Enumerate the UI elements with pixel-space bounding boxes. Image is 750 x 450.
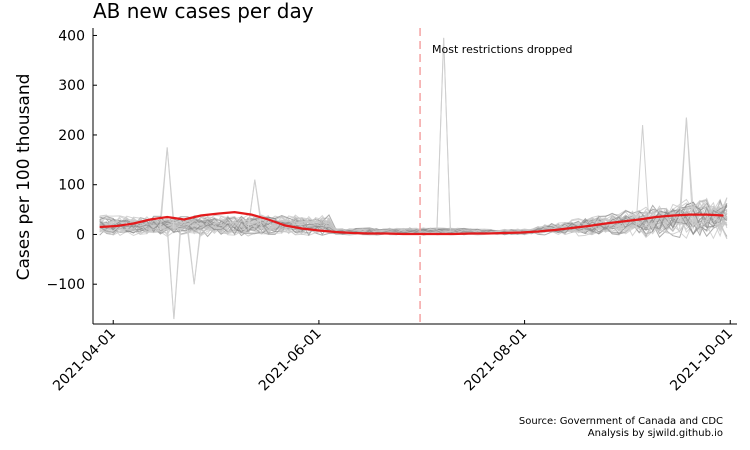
chart-title: AB new cases per day [93,0,314,23]
source-line-2: Analysis by sjwild.github.io [588,428,723,439]
background-series-line [99,210,727,235]
x-tick-label: 2021-10-01 [667,326,736,395]
y-tick-label: 300 [58,78,85,94]
x-tick-label: 2021-06-01 [256,326,325,395]
y-tick-label: 200 [58,128,85,144]
x-tick-label: 2021-08-01 [462,326,531,395]
source-line-1: Source: Government of Canada and CDC [519,416,723,427]
spike-line [635,124,650,230]
spike-line [186,229,202,285]
x-tick-label: 2021-04-01 [50,326,119,395]
spike-line [436,37,451,230]
annotation-group: Most restrictions dropped [419,28,573,324]
y-tick-label: 400 [58,28,85,44]
axes [92,28,737,325]
y-axis-label: Cases per 100 thousand [14,74,34,281]
background-series-line [99,209,728,236]
y-tick-label: 100 [58,178,85,194]
highlight-series-line [99,210,724,236]
background-series-group [99,37,728,320]
spike-line [247,179,263,230]
spike-line [679,117,694,230]
y-tick-label: −100 [47,277,85,293]
y-tick-label: 0 [76,227,85,243]
spike-line [166,229,182,320]
spike-line [159,147,175,230]
annotation-label: Most restrictions dropped [432,43,573,56]
highlight-series-group [99,210,724,236]
